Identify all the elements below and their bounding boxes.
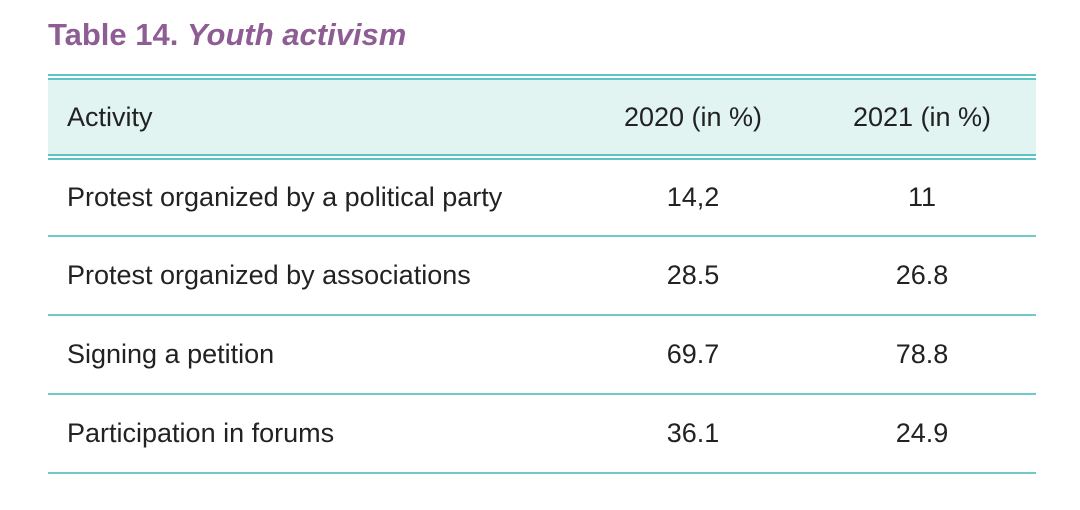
table-row: Participation in forums 36.1 24.9 [48,395,1036,474]
value-2020-cell: 69.7 [666,339,720,369]
value-2021-cell: 26.8 [895,260,949,290]
youth-activism-table: Activity 2020 (in %) 2021 (in %) Protest… [48,74,1036,474]
value-2021-cell: 11 [907,182,937,212]
table-header-rule [48,154,1036,160]
activity-cell: Protest organized by a political party [67,182,503,212]
table-row: Signing a petition 69.7 78.8 [48,316,1036,395]
column-header-2020: 2020 (in %) [623,101,763,132]
table-row: Protest organized by associations 28.5 2… [48,237,1036,316]
value-2020-cell: 14,2 [666,182,720,212]
value-2020-cell: 36.1 [666,418,720,448]
column-header-2021: 2021 (in %) [852,101,992,132]
table-number: Table 14. [48,17,179,52]
table-caption: Table 14. Youth activism [48,17,406,53]
column-header-activity: Activity [67,101,153,132]
activity-cell: Participation in forums [67,418,335,448]
value-2021-cell: 78.8 [895,339,949,369]
table-row: Protest organized by a political party 1… [48,160,1036,237]
activity-cell: Protest organized by associations [67,260,471,290]
value-2021-cell: 24.9 [895,418,949,448]
table-title: Youth activism [187,17,407,52]
value-2020-cell: 28.5 [666,260,720,290]
table-header-row: Activity 2020 (in %) 2021 (in %) [48,80,1036,154]
activity-cell: Signing a petition [67,339,275,369]
table-top-rule [48,74,1036,80]
